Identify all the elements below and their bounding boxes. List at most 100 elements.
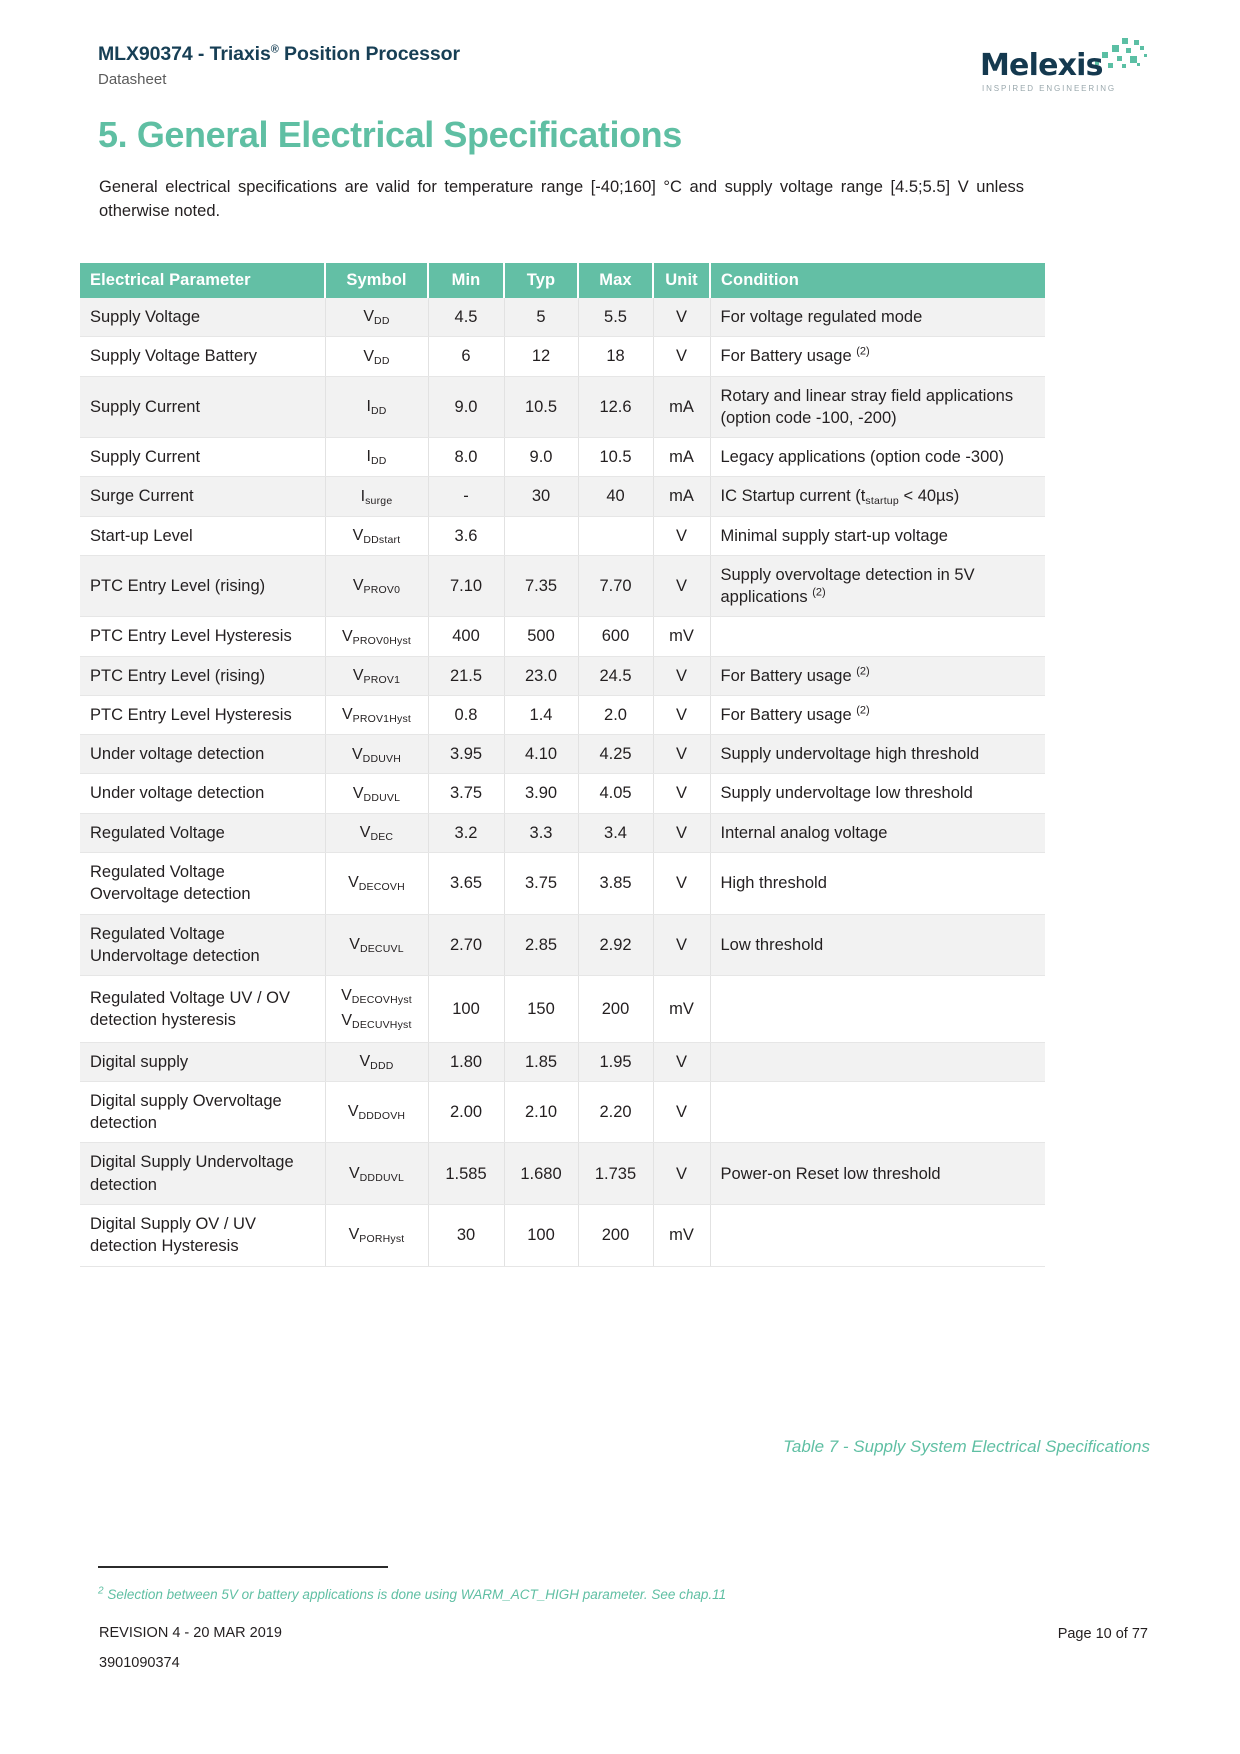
cell-min: 3.65 — [428, 852, 505, 915]
logo-dot-pattern-icon — [1092, 36, 1150, 70]
cell-min: 100 — [428, 975, 505, 1043]
cell-parameter: Regulated Voltage — [80, 813, 326, 853]
cell-condition — [710, 1042, 1045, 1082]
cell-symbol: VDECOVHyst VDECUVHyst — [325, 975, 429, 1043]
page-header: MLX90374 - Triaxis® Position Processor D… — [98, 42, 1150, 108]
cell-condition: Supply undervoltage low threshold — [710, 773, 1045, 814]
cell-unit: V — [653, 555, 711, 618]
cell-min: 3.2 — [428, 813, 505, 853]
table-row: PTC Entry Level Hysteresis VPROV0Hyst 400 5… — [80, 616, 1045, 657]
cell-min: 1.585 — [428, 1142, 505, 1205]
cell-typ — [504, 516, 579, 556]
cell-parameter: Supply Current — [80, 376, 326, 439]
cell-typ: 9.0 — [504, 437, 579, 478]
table-row: Supply Voltage Battery VDD 6 12 18 V For Batte… — [80, 336, 1045, 377]
cell-condition — [710, 1204, 1045, 1267]
table-row: Digital supply VDDD 1.80 1.85 1.95 V — [80, 1042, 1045, 1082]
table-row: Regulated Voltage VDEC 3.2 3.3 3.4 V Internal … — [80, 813, 1045, 853]
table-row: Start-up Level VDDstart 3.6 V Minimal supply… — [80, 516, 1045, 556]
cell-min: - — [428, 476, 505, 517]
logo-tagline: INSPIRED ENGINEERING — [982, 84, 1117, 93]
cell-max: 200 — [578, 1204, 654, 1267]
cell-condition: Power-on Reset low threshold — [710, 1142, 1045, 1205]
cell-typ: 4.10 — [504, 734, 579, 775]
table-row: Supply Voltage VDD 4.5 5 5.5 V For voltage reg… — [80, 298, 1045, 338]
cell-min: 21.5 — [428, 656, 505, 696]
table-row: Surge Current Isurge -30 40 mA IC Startup cur… — [80, 476, 1045, 517]
cell-min: 3.75 — [428, 773, 505, 814]
cell-unit: V — [653, 656, 711, 696]
cell-parameter: Surge Current — [80, 476, 326, 517]
footnote: 2 Selection between 5V or battery applic… — [98, 1586, 998, 1602]
cell-symbol: VDDUVL — [325, 773, 429, 814]
cell-min: 9.0 — [428, 376, 505, 439]
cell-max: 7.70 — [578, 555, 654, 618]
cell-min: 2.70 — [428, 914, 505, 977]
cell-symbol: VDD — [325, 298, 429, 338]
cell-condition — [710, 616, 1045, 657]
cell-unit: V — [653, 914, 711, 977]
col-header-typ: Typ — [504, 263, 579, 298]
cell-condition — [710, 975, 1045, 1043]
cell-unit: V — [653, 852, 711, 915]
section-title: 5. General Electrical Specifications — [98, 114, 682, 155]
cell-condition: For voltage regulated mode — [710, 298, 1045, 338]
table-row: PTC Entry Level (rising) VPROV0 7.10 7.35 7.… — [80, 555, 1045, 618]
cell-unit: mV — [653, 975, 711, 1043]
cell-condition: Rotary and linear stray field applicatio… — [710, 376, 1045, 439]
cell-typ: 2.85 — [504, 914, 579, 977]
logo-wordmark: Melexis — [980, 48, 1104, 83]
cell-min: 400 — [428, 616, 505, 657]
cell-condition: For Battery usage (2) — [710, 695, 1045, 736]
cell-symbol: VDECUVL — [325, 914, 429, 977]
table-body: Supply Voltage VDD 4.5 5 5.5 V For voltage reg… — [80, 298, 1045, 1267]
table-row: Under voltage detection VDDUVH 3.95 4.10 4.2… — [80, 734, 1045, 775]
revision-info: REVISION 4 - 20 MAR 2019 — [99, 1625, 282, 1641]
document-title: MLX90374 - Triaxis® Position Processor — [98, 42, 1150, 66]
cell-condition: High threshold — [710, 852, 1045, 915]
cell-unit: V — [653, 695, 711, 736]
cell-symbol: IDD — [325, 376, 429, 439]
cell-max: 1.95 — [578, 1042, 654, 1082]
cell-symbol: VPROV0 — [325, 555, 429, 618]
cell-parameter: Supply Voltage — [80, 298, 326, 338]
cell-condition: For Battery usage (2) — [710, 336, 1045, 377]
cell-min: 1.80 — [428, 1042, 505, 1082]
cell-max: 24.5 — [578, 656, 654, 696]
cell-parameter: Regulated Voltage UV / OV detection hyst… — [80, 975, 326, 1043]
cell-condition: IC Startup current (tstartup < 40µs) — [710, 476, 1045, 517]
cell-unit: V — [653, 336, 711, 377]
table-row: Supply Current IDD 9.0 10.5 12.6 mA Rotary and… — [80, 376, 1045, 439]
table-header-row: Electrical Parameter Symbol Min Typ Max … — [80, 263, 1045, 298]
cell-min: 8.0 — [428, 437, 505, 478]
cell-min: 7.10 — [428, 555, 505, 618]
table-row: Under voltage detection VDDUVL 3.75 3.90 4.0… — [80, 773, 1045, 814]
cell-max: 4.25 — [578, 734, 654, 775]
cell-max: 2.20 — [578, 1081, 654, 1144]
document-title-rest: Position Processor — [278, 43, 460, 65]
cell-min: 0.8 — [428, 695, 505, 736]
cell-typ: 10.5 — [504, 376, 579, 439]
cell-unit: V — [653, 773, 711, 814]
col-header-symbol: Symbol — [325, 263, 429, 298]
cell-parameter: Digital Supply OV / UV detection Hystere… — [80, 1204, 326, 1267]
cell-unit: V — [653, 298, 711, 338]
cell-symbol: VPROV1 — [325, 656, 429, 696]
section-intro-text: General electrical specifications are va… — [99, 178, 1024, 220]
table-row: PTC Entry Level Hysteresis VPROV1Hyst 0.8 1… — [80, 695, 1045, 736]
cell-max: 2.92 — [578, 914, 654, 977]
cell-symbol: VDD — [325, 336, 429, 377]
table-row: Digital Supply OV / UV detection Hystere… — [80, 1204, 1045, 1267]
cell-parameter: Digital supply Overvoltage detection — [80, 1081, 326, 1144]
cell-symbol: VDDUVH — [325, 734, 429, 775]
cell-condition: Supply overvoltage detection in 5V appli… — [710, 555, 1045, 618]
cell-symbol: VDDDOVH — [325, 1081, 429, 1144]
cell-symbol: VPROV0Hyst — [325, 616, 429, 657]
cell-parameter: Supply Current — [80, 437, 326, 478]
col-header-min: Min — [428, 263, 505, 298]
footnote-separator — [98, 1566, 388, 1568]
table-row: Regulated Voltage Undervoltage detection… — [80, 914, 1045, 977]
cell-unit: mV — [653, 616, 711, 657]
table-row: Regulated Voltage Overvoltage detection V… — [80, 852, 1045, 915]
col-header-unit: Unit — [653, 263, 711, 298]
